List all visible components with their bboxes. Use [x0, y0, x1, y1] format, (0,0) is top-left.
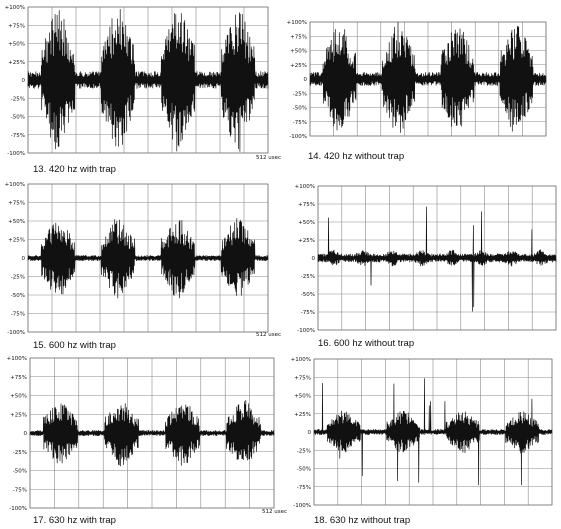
waveform-series-13 — [27, 9, 269, 152]
y-tick-label: +100% — [5, 182, 25, 188]
x-unit-label: 512 usec — [262, 509, 287, 515]
y-tick-label: -50% — [11, 293, 25, 299]
chart-14-caption: 14. 420 hz without trap — [308, 151, 405, 162]
y-tick-label: +75% — [8, 23, 25, 29]
y-tick-label: +75% — [294, 375, 311, 381]
chart-15-plot: +100% +75% +50% +25% 0 -25% -50% -75% -100% 512 u… — [5, 182, 281, 338]
y-tick-label: +50% — [294, 394, 311, 400]
y-tick-label: +75% — [10, 375, 27, 381]
chart-17-plot: +100% +75% +50% +25% 0 -25% -50% -75% -100% 512 u… — [7, 356, 287, 515]
y-tick-label: -25% — [13, 450, 27, 456]
y-tick-label: +25% — [8, 238, 25, 244]
y-tick-label: -100% — [289, 134, 307, 140]
y-tick-label: 0 — [22, 256, 26, 262]
chart-13-caption: 13. 420 hz with trap — [33, 164, 116, 175]
y-tick-label: +25% — [294, 412, 311, 418]
y-tick-label: -25% — [11, 275, 25, 281]
y-tick-label: +50% — [8, 219, 25, 225]
chart-panel-15: +100% +75% +50% +25% 0 -25% -50% -75% -100% 512 u… — [0, 178, 281, 352]
y-tick-label: -100% — [7, 151, 25, 157]
y-tick-label: +50% — [290, 49, 307, 55]
chart-panel-18: +100% +75% +50% +25% 0 -25% -50% -75% -100% 18. … — [280, 352, 561, 529]
y-tick-label: +100% — [291, 357, 311, 363]
y-tick-label: -50% — [301, 292, 315, 298]
chart-17-caption: 17. 630 hz with trap — [33, 515, 116, 526]
y-tick-label: -25% — [297, 448, 311, 454]
y-tick-label: +100% — [5, 5, 25, 11]
y-tick-label: +75% — [298, 202, 315, 208]
y-tick-label: -50% — [11, 115, 25, 121]
y-tick-label: -25% — [11, 96, 25, 102]
y-tick-label: -75% — [293, 120, 307, 126]
chart-16-caption: 16. 600 hz without trap — [318, 338, 415, 349]
chart-15-caption: 15. 600 hz with trap — [33, 340, 116, 351]
chart-panel-14: +100% +75% +50% +25% 0 -25% -50% -75% -100% 14. … — [280, 0, 561, 178]
chart-18-caption: 18. 630 hz without trap — [314, 515, 411, 526]
y-tick-label: +50% — [10, 394, 27, 400]
chart-14-plot: +100% +75% +50% +25% 0 -25% -50% -75% -100% — [287, 20, 547, 140]
y-tick-label: 0 — [312, 256, 316, 262]
y-tick-label: +25% — [10, 412, 27, 418]
y-tick-label: +50% — [8, 42, 25, 48]
y-tick-label: +100% — [287, 20, 307, 26]
y-tick-label: -100% — [7, 330, 25, 336]
y-tick-label: +25% — [290, 63, 307, 69]
waveform-series-15 — [27, 218, 269, 299]
y-tick-label: 0 — [24, 431, 28, 437]
y-tick-label: 0 — [308, 430, 312, 436]
chart-panel-16: +100% +75% +50% +25% 0 -25% -50% -75% -100% 16. … — [280, 178, 561, 352]
y-tick-label: -75% — [11, 133, 25, 139]
y-tick-label: +25% — [298, 238, 315, 244]
y-tick-label: -50% — [297, 467, 311, 473]
chart-18-plot: +100% +75% +50% +25% 0 -25% -50% -75% -100% — [291, 357, 553, 509]
waveform-series-17 — [29, 399, 275, 467]
waveform-series-14 — [309, 22, 547, 133]
y-tick-label: +50% — [298, 220, 315, 226]
waveform-series-18 — [313, 378, 553, 486]
y-tick-label: +75% — [8, 201, 25, 207]
waveform-series-16 — [317, 206, 557, 312]
y-tick-label: -100% — [297, 328, 315, 334]
y-tick-label: +25% — [8, 60, 25, 66]
y-tick-label: +100% — [295, 184, 315, 190]
y-tick-label: +100% — [7, 356, 27, 362]
chart-panel-13: +100% +75% +50% +25% 0 -25% -50% -75% -100% 512 u… — [0, 0, 281, 178]
y-tick-label: -75% — [13, 487, 27, 493]
y-tick-label: -25% — [301, 274, 315, 280]
y-tick-label: -50% — [293, 106, 307, 112]
y-tick-label: -50% — [13, 469, 27, 475]
x-unit-label: 512 usec — [256, 155, 281, 161]
y-tick-label: -100% — [293, 503, 311, 509]
chart-13-plot: +100% +75% +50% +25% 0 -25% -50% -75% -100% 512 u… — [5, 5, 281, 161]
chart-16-plot: +100% +75% +50% +25% 0 -25% -50% -75% -100% — [295, 184, 557, 334]
y-tick-label: -25% — [293, 91, 307, 97]
y-tick-label: -75% — [301, 310, 315, 316]
x-unit-label: 512 usec — [256, 332, 281, 338]
y-tick-label: +75% — [290, 34, 307, 40]
y-tick-label: -100% — [9, 506, 27, 512]
y-tick-label: 0 — [304, 77, 308, 83]
y-tick-label: 0 — [22, 78, 26, 84]
chart-panel-17: +100% +75% +50% +25% 0 -25% -50% -75% -100% 512 u… — [0, 352, 287, 529]
y-tick-label: -75% — [297, 485, 311, 491]
y-tick-label: -75% — [11, 312, 25, 318]
